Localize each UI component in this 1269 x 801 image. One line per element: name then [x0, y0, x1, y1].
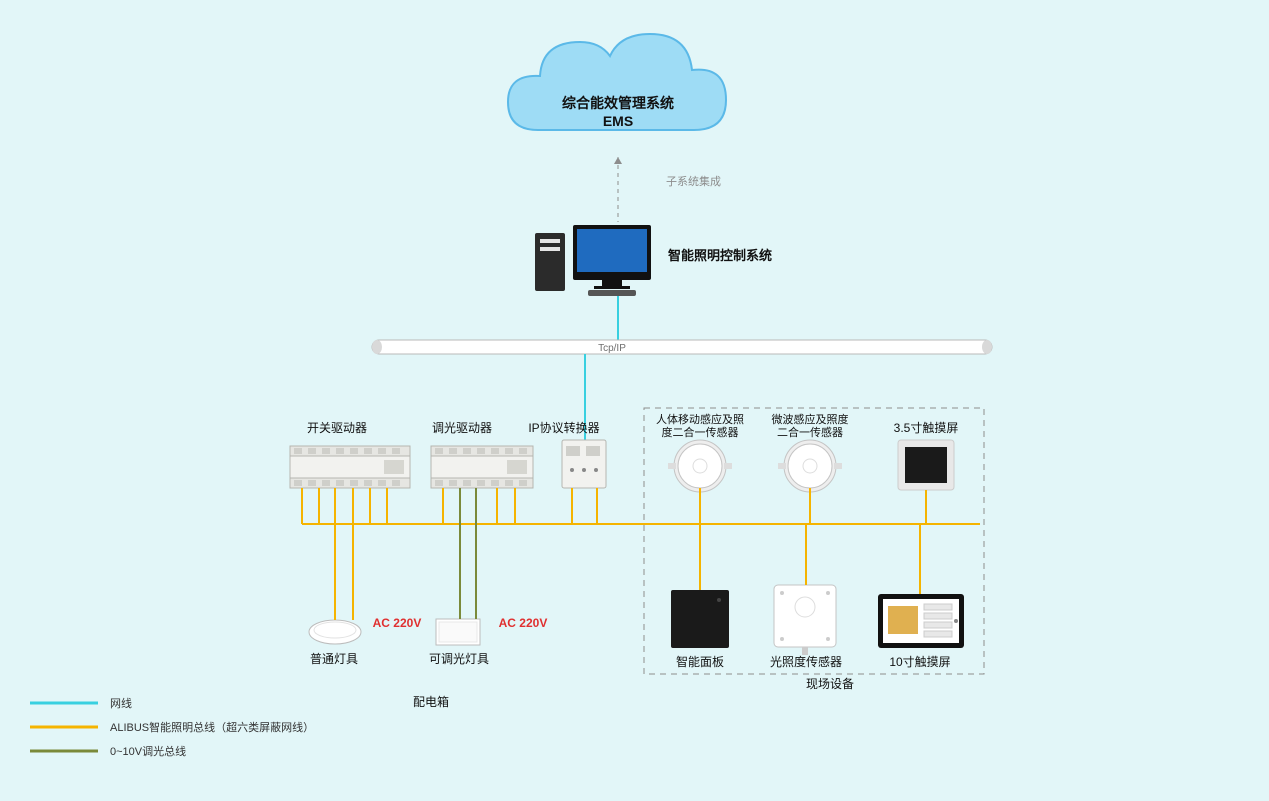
- label-lamp_dim: 可调光灯具: [429, 652, 489, 666]
- touchscreen-35-icon: [898, 440, 954, 490]
- subsystem-link-label: 子系统集成: [666, 174, 721, 188]
- label-mw-sensor-2: 二合一传感器: [777, 425, 843, 439]
- ac-label-1: AC 220V: [373, 616, 422, 630]
- keyboard-icon: [588, 290, 636, 296]
- normal-lamp-icon: [309, 620, 361, 644]
- switch-driver-icon: [290, 446, 410, 488]
- label-panel: 智能面板: [676, 654, 724, 669]
- smart-panel-icon: [671, 590, 729, 648]
- system-label: 智能照明控制系统: [668, 248, 772, 263]
- label-dist_box: 配电箱: [413, 694, 449, 709]
- label-ts10: 10寸触摸屏: [889, 655, 950, 669]
- label-switch-driver: 开关驱动器: [307, 421, 367, 435]
- legend-text-2: 0~10V调光总线: [110, 744, 186, 758]
- label-mw-sensor-1: 微波感应及照度: [772, 412, 849, 426]
- label-ip-converter: IP协议转换器: [528, 420, 599, 435]
- label-pir-sensor-1: 人体移动感应及照: [656, 412, 744, 426]
- label-field_dev: 现场设备: [806, 677, 854, 691]
- cloud-label-1: 综合能效管理系统: [562, 95, 674, 111]
- tcpip-label: Tcp/IP: [598, 343, 626, 354]
- label-pir-sensor-2: 度二合一传感器: [662, 425, 739, 439]
- label-dim-driver: 调光驱动器: [432, 421, 492, 435]
- dimmable-lamp-icon: [436, 619, 480, 645]
- label-ts35: 3.5寸触摸屏: [894, 421, 959, 435]
- legend-text-0: 网线: [110, 696, 132, 710]
- touchscreen-10-icon: [878, 594, 964, 648]
- ac-label-2: AC 220V: [499, 616, 548, 630]
- tcpip-bar: [372, 340, 992, 354]
- ip-converter-icon: [562, 440, 606, 488]
- label-lamp_normal: 普通灯具: [310, 652, 358, 666]
- label-lux_sensor: 光照度传感器: [770, 654, 842, 669]
- cloud-label-2: EMS: [603, 113, 633, 129]
- lux-sensor-icon: [774, 585, 836, 655]
- dim-driver-icon: [431, 446, 533, 488]
- legend-text-1: ALIBUS智能照明总线（超六类屏蔽网线）: [110, 720, 314, 734]
